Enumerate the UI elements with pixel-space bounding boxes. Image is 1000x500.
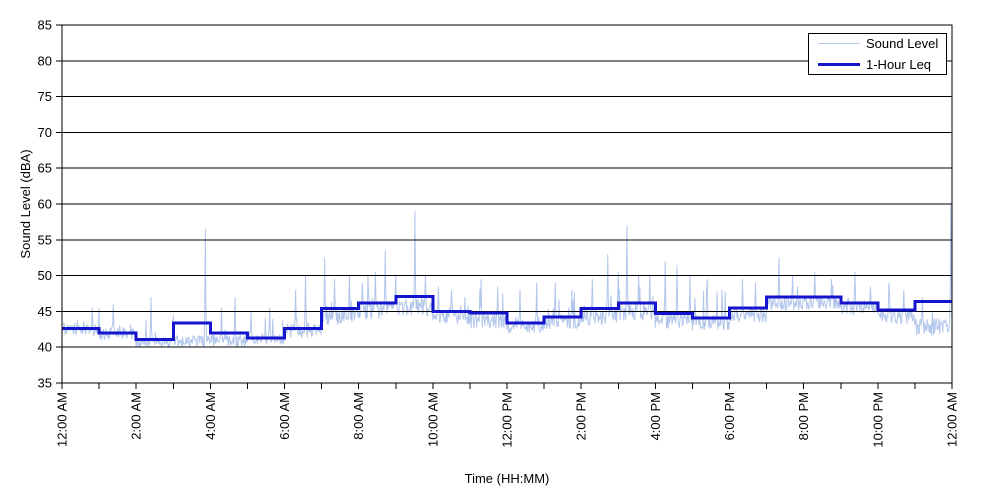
x-tick-label: 8:00 AM: [351, 392, 366, 440]
x-tick-label: 4:00 PM: [648, 392, 663, 440]
legend-swatch-1: [818, 63, 860, 66]
y-tick-label: 80: [38, 53, 52, 68]
y-tick-label: 45: [38, 304, 52, 319]
x-tick-label: 4:00 AM: [203, 392, 218, 440]
x-tick-label: 12:00 PM: [500, 392, 515, 448]
y-tick-label: 55: [38, 232, 52, 247]
legend-label-leq: 1-Hour Leq: [866, 57, 932, 72]
x-tick-label: 12:00 AM: [55, 392, 70, 447]
legend-label-sound-level: Sound Level: [866, 36, 939, 51]
y-tick-label: 75: [38, 89, 52, 104]
x-axis-tick-labels: 12:00 AM 2:00 AM 4:00 AM 6:00 AM 8:00 AM 10:0…: [55, 392, 960, 448]
y-tick-label: 50: [38, 268, 52, 283]
x-tick-label: 10:00 AM: [425, 392, 440, 447]
y-tick-label: 65: [38, 161, 52, 176]
x-tick-label: 8:00 PM: [796, 392, 811, 440]
y-axis-tick-labels: 35 40 45 50 55 60 65 70 75 80 85: [38, 18, 52, 391]
y-axis-title: Sound Level (dBA): [18, 149, 33, 259]
x-tick-label: 10:00 PM: [870, 392, 885, 448]
x-tick-label: 12:00 AM: [945, 392, 960, 447]
y-tick-label: 60: [38, 197, 52, 212]
axis-ticks: [56, 24, 953, 389]
y-tick-label: 70: [38, 125, 52, 140]
legend-item-sound-level: Sound Level: [818, 35, 946, 53]
legend-box: Sound Level 1-Hour Leq: [808, 33, 947, 75]
legend-item-leq: 1-Hour Leq: [818, 56, 946, 74]
y-tick-label: 35: [38, 376, 52, 391]
y-tick-label: 85: [38, 18, 52, 33]
y-tick-label: 40: [38, 340, 52, 355]
legend-swatch-0: [818, 43, 860, 44]
x-axis-title: Time (HH:MM): [464, 471, 550, 486]
x-tick-label: 6:00 AM: [277, 392, 292, 440]
x-tick-label: 2:00 AM: [129, 392, 144, 440]
leq-series: [62, 294, 952, 341]
x-tick-label: 2:00 PM: [574, 392, 589, 440]
x-tick-label: 6:00 PM: [722, 392, 737, 440]
